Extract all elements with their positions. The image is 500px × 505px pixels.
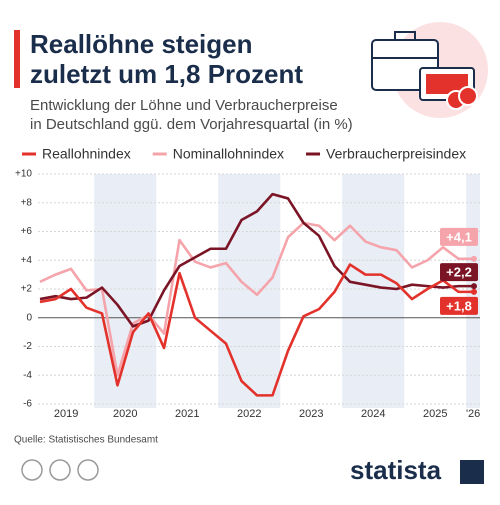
x-tick-label: 2023 <box>299 408 323 420</box>
series-line <box>39 263 474 397</box>
license-icons <box>21 459 99 481</box>
y-tick-label: -6 <box>23 399 32 410</box>
x-tick-label: 2022 <box>237 408 261 420</box>
value-label: +2,2 <box>446 265 472 280</box>
y-tick-label: +8 <box>21 197 33 208</box>
y-tick-label: -2 <box>23 341 32 352</box>
brand-logo: statista <box>350 455 442 485</box>
legend-label: Verbraucherpreisindex <box>326 146 466 162</box>
value-label-box <box>440 296 478 315</box>
accent-bar <box>14 30 20 88</box>
y-tick-label: -4 <box>23 370 32 381</box>
x-tick-label: 2024 <box>361 408 385 420</box>
legend-label: Nominallohnindex <box>173 146 284 162</box>
y-tick-label: 0 <box>26 312 32 323</box>
legend-label: Reallohnindex <box>42 146 131 162</box>
y-tick-label: +10 <box>15 169 32 180</box>
brand-mark <box>460 460 484 484</box>
money-icon <box>371 22 488 118</box>
end-point <box>471 255 477 262</box>
y-tick-label: +6 <box>21 226 33 237</box>
x-tick-label: 2021 <box>175 408 199 420</box>
series-line <box>39 221 474 377</box>
value-label: +4,1 <box>446 229 472 244</box>
subtitle-line: Entwicklung der Löhne und Verbraucherpre… <box>30 97 338 114</box>
y-tick-label: +4 <box>21 255 33 266</box>
y-tick-label: +2 <box>21 284 33 295</box>
x-tick-label: 2025 <box>423 408 447 420</box>
source: Quelle: Statistisches Bundesamt <box>14 435 158 446</box>
x-tick-label: 2020 <box>113 408 137 420</box>
value-label-box <box>440 227 478 246</box>
year-band <box>218 174 281 408</box>
value-label-box <box>440 263 478 282</box>
end-point <box>471 288 477 295</box>
year-band <box>342 174 405 408</box>
x-tick-label: 2019 <box>54 408 78 420</box>
title-line: zuletzt um 1,8 Prozent <box>30 59 303 89</box>
x-tick-label: '26 <box>466 408 480 420</box>
subtitle-line: in Deutschland ggü. dem Vorjahresquartal… <box>30 116 353 133</box>
end-point <box>471 283 477 290</box>
title-line: Reallöhne steigen <box>30 29 253 59</box>
value-label: +1,8 <box>446 298 472 313</box>
